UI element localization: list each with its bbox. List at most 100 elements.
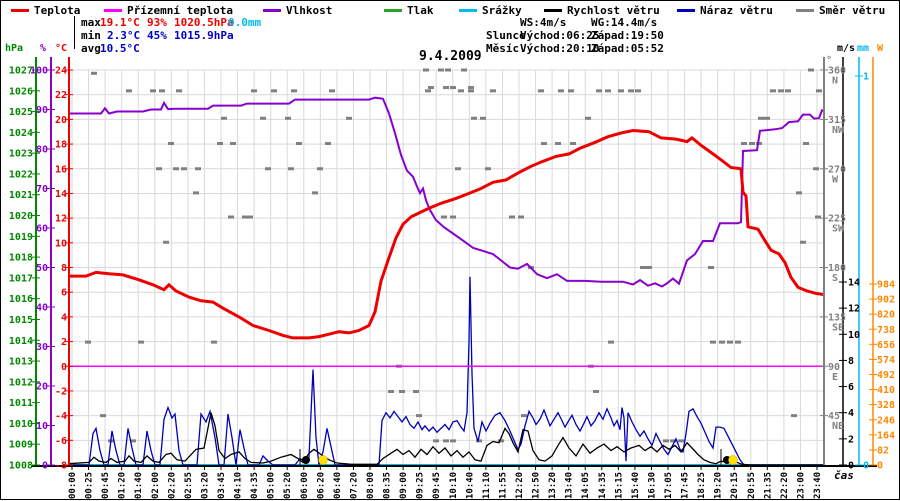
wind-direction-dot: [126, 89, 132, 93]
wind-direction-dot: [445, 68, 451, 72]
axis-label: 225: [828, 214, 846, 225]
wind-direction-dot: [670, 439, 676, 443]
axis-label: 8: [848, 356, 854, 367]
wind-direction-dot: [291, 89, 297, 93]
time-label: 07:20: [349, 472, 359, 499]
time-label: 05:20: [283, 472, 293, 499]
axis-label: 20: [36, 382, 48, 393]
axis-label: 2: [61, 337, 67, 348]
wind-direction-dot: [458, 89, 464, 93]
wind-direction-dot: [265, 167, 271, 171]
axis-label: 4: [848, 408, 854, 419]
wind-direction-dot: [764, 116, 770, 120]
axis-label: 0: [42, 461, 48, 472]
wind-direction-dot: [663, 439, 669, 443]
axis-label: 492: [877, 370, 895, 381]
wind-direction-dot: [538, 89, 544, 93]
axis-label: 100: [30, 66, 48, 77]
time-label: 08:00: [366, 472, 376, 499]
legend-dash-icon: [459, 8, 477, 12]
legend-item-2: Přízemní teplota: [104, 4, 233, 17]
series-rychlost-v-tru: [68, 412, 824, 466]
wind-direction-dot: [778, 89, 784, 93]
time-label: 10:10: [449, 472, 459, 499]
time-label: 00:45: [101, 472, 111, 499]
wind-direction-dot: [758, 116, 764, 120]
axis-label: 270: [828, 164, 846, 175]
wind-direction-dot: [413, 389, 419, 393]
wind-direction-dot: [156, 167, 162, 171]
wind-direction-dot: [450, 439, 456, 443]
time-label: 00:00: [68, 472, 78, 499]
legend-label: Tlak: [407, 4, 434, 17]
wind-direction-dot: [618, 89, 624, 93]
time-label: 15:40: [631, 472, 641, 499]
wind-direction-dot: [646, 266, 652, 269]
stat-avg-label: avg: [81, 42, 101, 55]
wind-direction-dot: [735, 340, 741, 344]
legend-item-5: Srážky: [459, 4, 522, 17]
wind-direction-dot: [130, 439, 136, 443]
wind-direction-dot: [346, 116, 352, 120]
wind-direction-dot: [791, 414, 797, 418]
wind-direction-dot: [480, 116, 486, 120]
wind-direction-dot: [450, 215, 456, 219]
wind-direction-dot: [541, 142, 547, 146]
axis-label: 984: [877, 280, 895, 291]
axis-label: 328: [877, 400, 895, 411]
axis-label: 90: [36, 105, 48, 116]
axis-label: °: [826, 55, 832, 66]
legend-dash-icon: [796, 8, 814, 12]
wind-direction-dot: [91, 71, 97, 75]
wind-direction-dot: [163, 240, 169, 244]
stat-sun-label: Slunce: [486, 29, 526, 42]
axis-label: SE: [832, 322, 844, 333]
axis-label: 6: [848, 382, 854, 393]
wind-direction-dot: [785, 89, 791, 93]
time-label: 09:00: [399, 472, 409, 499]
axis-label: 1025: [9, 107, 33, 118]
axis-label: 22: [55, 90, 67, 101]
legend-label: Vlhkost: [286, 4, 333, 17]
time-label: 11:55: [498, 472, 508, 499]
axis-label: 14: [848, 278, 860, 289]
axis-label: -2: [55, 386, 67, 397]
wind-direction-dot: [329, 89, 335, 93]
axis-label: NW: [832, 125, 845, 136]
wind-direction-dot: [593, 389, 599, 393]
axis-label: 1024: [9, 128, 33, 139]
wind-direction-dot: [325, 142, 331, 146]
axis-label: W: [877, 43, 884, 54]
wind-direction-dot: [271, 89, 277, 93]
axis-label: 738: [877, 325, 895, 336]
time-label: 17:45: [681, 472, 691, 499]
wind-direction-dot: [173, 167, 179, 171]
axis-label: 1009: [9, 440, 33, 451]
wind-direction-dot: [498, 439, 504, 443]
time-label: 02:20: [167, 472, 177, 499]
axis-label: 80: [36, 145, 48, 156]
axis-label: 12: [848, 304, 860, 315]
axis-label: -6: [55, 436, 67, 447]
wind-direction-dot: [719, 340, 725, 344]
time-label: 23:40: [813, 472, 823, 499]
stat-min-humidity: 45%: [147, 29, 167, 42]
axis-label: 1: [863, 72, 869, 83]
time-label: 06:40: [333, 472, 343, 499]
axis-label: -4: [55, 411, 67, 422]
wind-direction-dot: [168, 142, 174, 146]
legend-item-7: Náraz větru: [677, 4, 773, 17]
axis-label: 360: [828, 66, 846, 77]
axis-label: 574: [877, 355, 895, 366]
wind-direction-dot: [596, 89, 602, 93]
time-label: 04:35: [250, 472, 260, 499]
series-teplota: [69, 128, 825, 340]
axis-label: 14: [55, 189, 67, 200]
wind-direction-dot: [816, 89, 822, 93]
axis-label: W: [832, 174, 839, 185]
wind-direction-dot: [555, 142, 561, 146]
axis-label: mm: [857, 43, 869, 54]
legend-dash-icon: [677, 8, 695, 12]
legend-item-3: Vlhkost: [263, 4, 333, 17]
axis-label: 10: [55, 238, 67, 249]
